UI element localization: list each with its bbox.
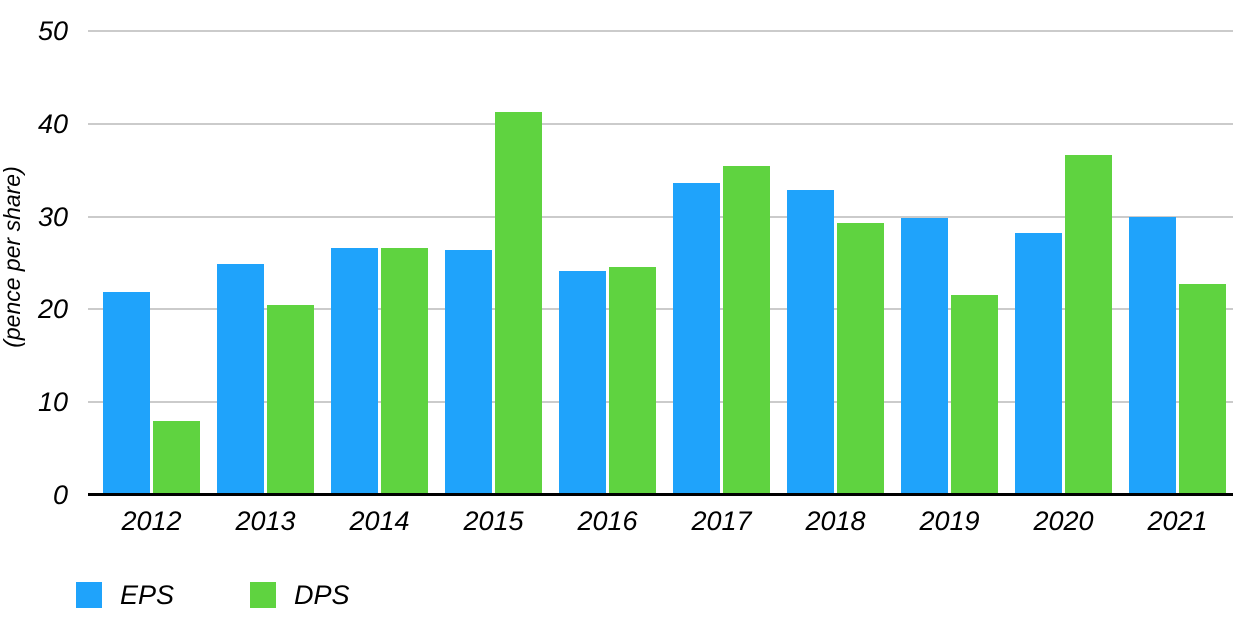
x-tick-label-2017: 2017: [691, 506, 752, 536]
bar-dps-2015: [495, 111, 542, 495]
x-tick-label-2019: 2019: [919, 506, 980, 536]
x-tick-label-2015: 2015: [463, 506, 524, 536]
bar-eps-2013: [217, 263, 264, 495]
x-tick-label-2021: 2021: [1147, 506, 1208, 536]
y-tick-label-50: 50: [37, 16, 68, 46]
legend-item-dps: DPS: [250, 580, 350, 610]
y-tick-label-30: 30: [37, 201, 68, 232]
x-tick-label-2013: 2013: [235, 506, 296, 536]
dps-color-swatch: [250, 582, 276, 608]
legend-item-eps: EPS: [76, 580, 174, 610]
bar-eps-2015: [445, 250, 492, 495]
bar-dps-2020: [1065, 155, 1112, 495]
bar-dps-2017: [723, 166, 770, 495]
bar-eps-2017: [673, 183, 720, 495]
gridline-40: [88, 122, 1233, 125]
bar-eps-2020: [1015, 233, 1062, 495]
y-tick-label-10: 10: [37, 387, 68, 418]
bar-eps-2018: [787, 189, 834, 495]
bar-eps-2012: [103, 291, 150, 495]
y-tick-label-20: 20: [37, 294, 68, 325]
x-axis-line: [88, 493, 1233, 496]
x-tick-label-2012: 2012: [121, 506, 182, 536]
y-tick-label-40: 40: [37, 108, 68, 139]
bar-dps-2021: [1179, 284, 1226, 495]
x-tick-label-2018: 2018: [805, 506, 866, 536]
bar-eps-2021: [1129, 216, 1176, 495]
gridline-20: [88, 308, 1233, 311]
bar-dps-2019: [951, 294, 998, 495]
x-tick-label-2020: 2020: [1033, 506, 1094, 536]
bar-eps-2016: [559, 271, 606, 495]
x-tick-label-2014: 2014: [349, 506, 410, 536]
legend-label-eps: EPS: [120, 580, 175, 610]
bar-dps-2018: [837, 223, 884, 495]
bar-dps-2013: [267, 304, 314, 495]
eps-color-swatch: [76, 582, 102, 608]
gridline-30: [88, 215, 1233, 218]
gridline-10: [88, 401, 1233, 404]
bar-dps-2016: [609, 266, 656, 495]
y-tick-label-0: 0: [52, 480, 68, 510]
bar-eps-2014: [331, 248, 378, 495]
gridline-50: [88, 30, 1233, 32]
x-tick-label-2016: 2016: [577, 506, 638, 536]
y-axis-title: (pence per share): [0, 166, 25, 348]
bar-dps-2014: [381, 248, 428, 495]
legend-label-dps: DPS: [294, 580, 350, 610]
bar-dps-2012: [153, 420, 200, 495]
bar-eps-2019: [901, 217, 948, 495]
